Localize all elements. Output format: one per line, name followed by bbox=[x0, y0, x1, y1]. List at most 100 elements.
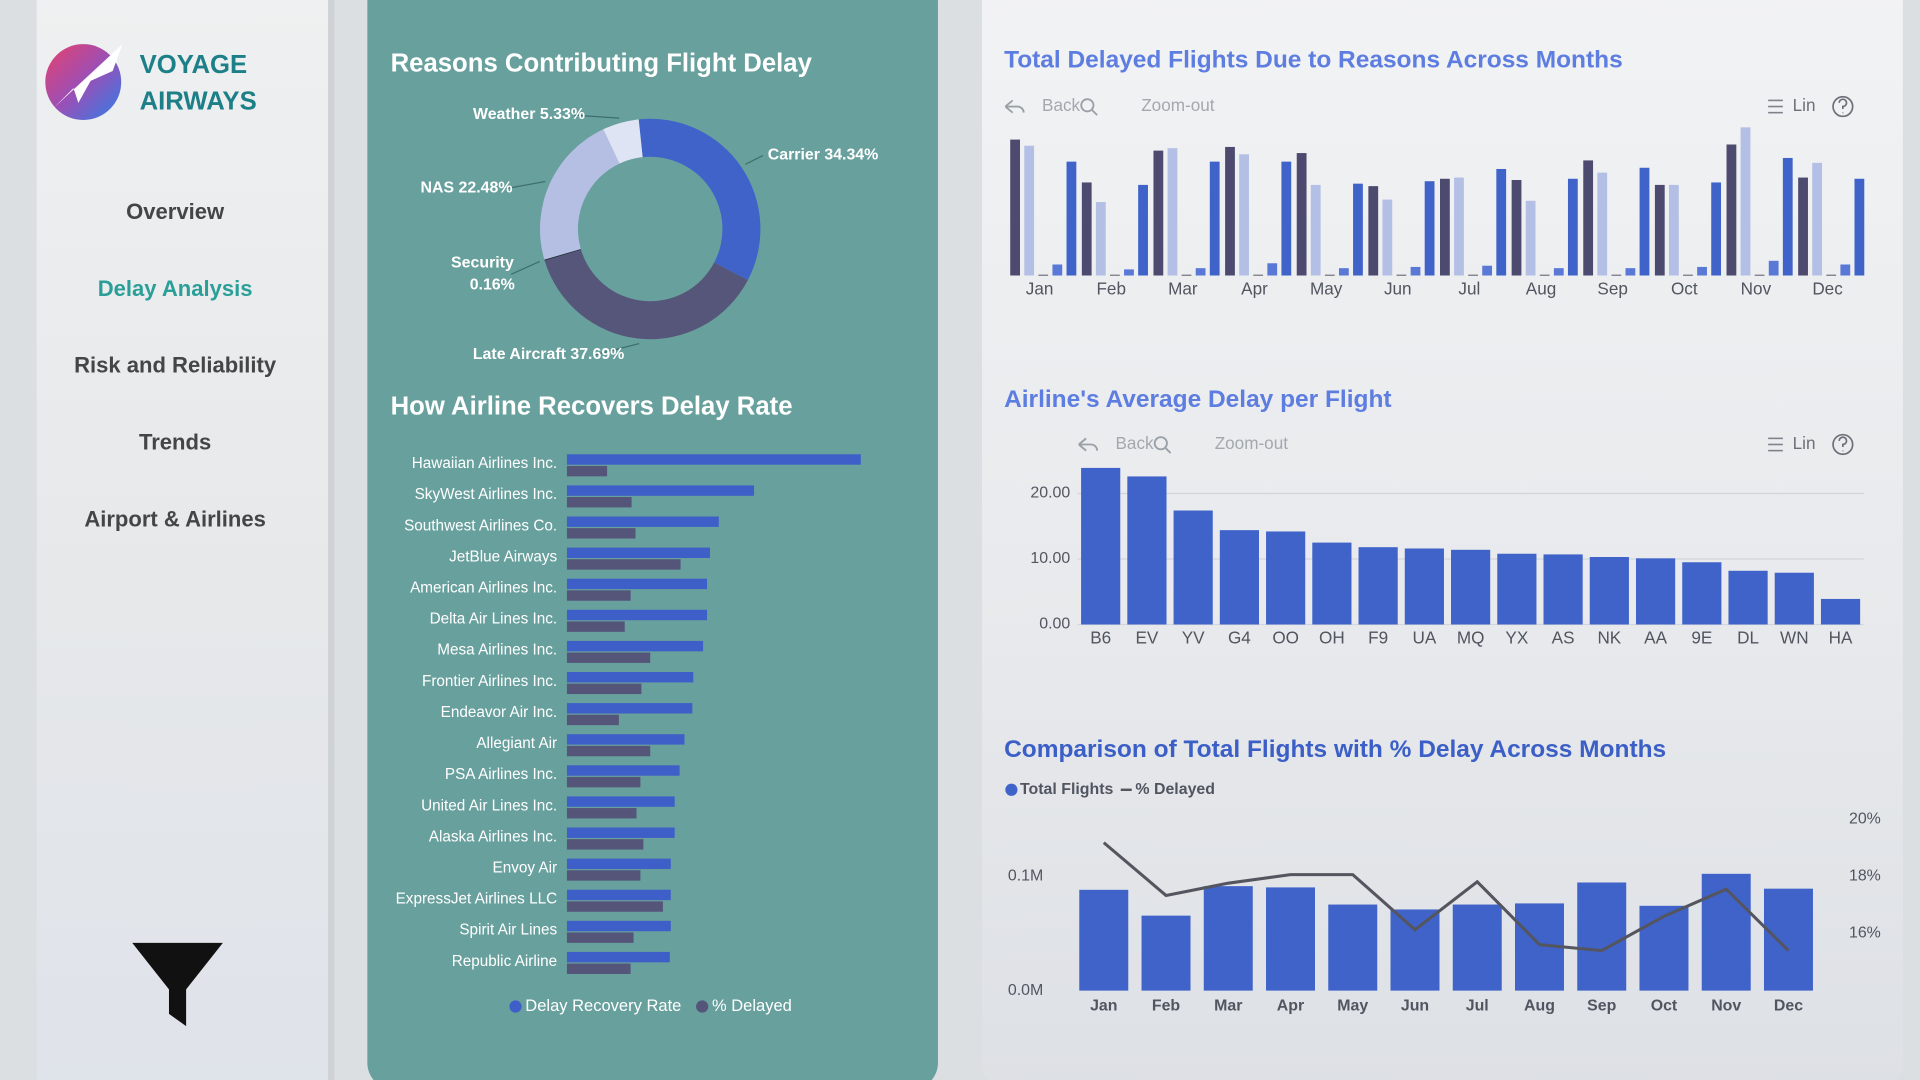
bar bbox=[1173, 510, 1213, 625]
bar bbox=[566, 839, 644, 850]
bar bbox=[566, 920, 671, 932]
zoom-out-button[interactable]: Zoom-out bbox=[1215, 433, 1289, 453]
bar bbox=[1668, 184, 1679, 276]
bar bbox=[566, 808, 637, 819]
chart-title: Airline's Average Delay per Flight bbox=[1004, 386, 1391, 413]
lin-button[interactable]: Lin bbox=[1793, 433, 1816, 453]
slice-name: Late Aircraft bbox=[473, 346, 567, 363]
bar bbox=[1820, 598, 1861, 625]
x-tick-label: Oct bbox=[1651, 998, 1678, 1015]
bar bbox=[566, 796, 675, 807]
nav-item[interactable]: Overview bbox=[126, 199, 225, 224]
bar bbox=[1382, 199, 1393, 276]
help-icon[interactable] bbox=[1832, 433, 1854, 456]
x-tick-label: Jun bbox=[1384, 279, 1412, 299]
chart-title: How Airline Recovers Delay Rate bbox=[391, 393, 793, 421]
bar bbox=[1424, 181, 1435, 276]
nav-item[interactable]: Airport & Airlines bbox=[84, 506, 266, 531]
bar bbox=[1567, 178, 1578, 276]
bar bbox=[1452, 904, 1502, 991]
logo-text: AIRWAYS bbox=[140, 88, 257, 116]
bar bbox=[566, 901, 663, 912]
legend-label: % Delayed bbox=[712, 996, 792, 1015]
bar bbox=[1525, 200, 1536, 276]
donut-slice bbox=[603, 119, 643, 164]
bar bbox=[1654, 184, 1665, 276]
bar bbox=[1404, 548, 1444, 625]
bar bbox=[566, 590, 631, 601]
bar bbox=[1454, 177, 1464, 276]
line bbox=[1102, 841, 1790, 953]
x-tick-label: Sep bbox=[1587, 998, 1616, 1015]
zoom-icon bbox=[1080, 98, 1095, 113]
bar bbox=[1203, 886, 1253, 991]
help-icon[interactable] bbox=[1832, 95, 1854, 118]
bar bbox=[1410, 266, 1421, 276]
y-tick-label: 0.1M bbox=[1008, 868, 1043, 885]
nav-item[interactable]: Trends bbox=[139, 430, 211, 455]
bar bbox=[1124, 269, 1134, 276]
bar bbox=[566, 870, 641, 881]
bar bbox=[566, 858, 671, 870]
logo-plane bbox=[53, 44, 123, 108]
help-icon bbox=[1838, 436, 1848, 452]
legend-marker bbox=[509, 1000, 522, 1013]
x-tick-label: NK bbox=[1597, 628, 1621, 648]
bar bbox=[1328, 904, 1378, 991]
x-tick-label: Mar bbox=[1168, 279, 1198, 299]
y-tick-label: 0.00 bbox=[1039, 616, 1070, 633]
sidebar bbox=[36, 0, 329, 1080]
bar bbox=[566, 951, 670, 963]
bar bbox=[1543, 554, 1583, 625]
y-tick-label: 10.00 bbox=[1030, 550, 1070, 567]
bar bbox=[1225, 146, 1235, 276]
leader-line bbox=[505, 180, 546, 190]
bar bbox=[1639, 905, 1689, 991]
bar bbox=[1296, 153, 1307, 276]
leader-line bbox=[593, 342, 640, 356]
lin-button[interactable]: Lin bbox=[1793, 95, 1816, 115]
x-tick-label: Feb bbox=[1152, 998, 1181, 1015]
chart-title: Comparison of Total Flights with % Delay… bbox=[1004, 736, 1666, 763]
zoom-icon bbox=[1165, 447, 1172, 454]
x-tick-label: YV bbox=[1182, 628, 1205, 648]
y-tick-label: Endeavor Air Inc. bbox=[441, 704, 557, 721]
bar bbox=[566, 734, 685, 745]
donut-slice bbox=[544, 249, 748, 340]
bar bbox=[1589, 557, 1629, 625]
y-tick-label: Envoy Air bbox=[493, 859, 558, 876]
bar bbox=[1468, 274, 1478, 276]
bar bbox=[1209, 161, 1220, 276]
back-button[interactable]: Back bbox=[1042, 95, 1081, 115]
bar bbox=[1639, 167, 1650, 276]
bar bbox=[1310, 184, 1321, 276]
bar bbox=[1358, 547, 1398, 625]
zoom-out-button[interactable]: Zoom-out bbox=[1141, 95, 1215, 115]
x-tick-label: 9E bbox=[1691, 628, 1712, 648]
x-tick-label: Nov bbox=[1711, 998, 1741, 1015]
bar bbox=[1052, 264, 1063, 276]
nav-item[interactable]: Risk and Reliability bbox=[74, 353, 277, 378]
bar bbox=[1267, 263, 1278, 276]
y-tick-label: PSA Airlines Inc. bbox=[445, 766, 557, 783]
x-tick-label: OO bbox=[1272, 628, 1299, 648]
back-button[interactable]: Back bbox=[1116, 433, 1155, 453]
legend-marker bbox=[1005, 783, 1018, 796]
y-tick-label: 0.0M bbox=[1008, 982, 1043, 999]
x-tick-label: Jul bbox=[1466, 998, 1489, 1015]
bar bbox=[1390, 909, 1440, 991]
bar bbox=[1539, 274, 1550, 276]
x-tick-label: Apr bbox=[1241, 279, 1268, 299]
filter-icon[interactable] bbox=[132, 942, 223, 1027]
bar bbox=[1081, 467, 1121, 625]
x-tick-label: Dec bbox=[1774, 998, 1803, 1015]
slice-value: 0.16% bbox=[470, 277, 515, 294]
donut-slice bbox=[539, 129, 620, 260]
x-tick-label: HA bbox=[1829, 628, 1853, 648]
nav-item[interactable]: Delay Analysis bbox=[98, 276, 253, 301]
bar bbox=[1697, 266, 1707, 276]
bar bbox=[1066, 161, 1077, 276]
x-tick-label: Jun bbox=[1401, 998, 1429, 1015]
leader-line bbox=[574, 114, 620, 119]
